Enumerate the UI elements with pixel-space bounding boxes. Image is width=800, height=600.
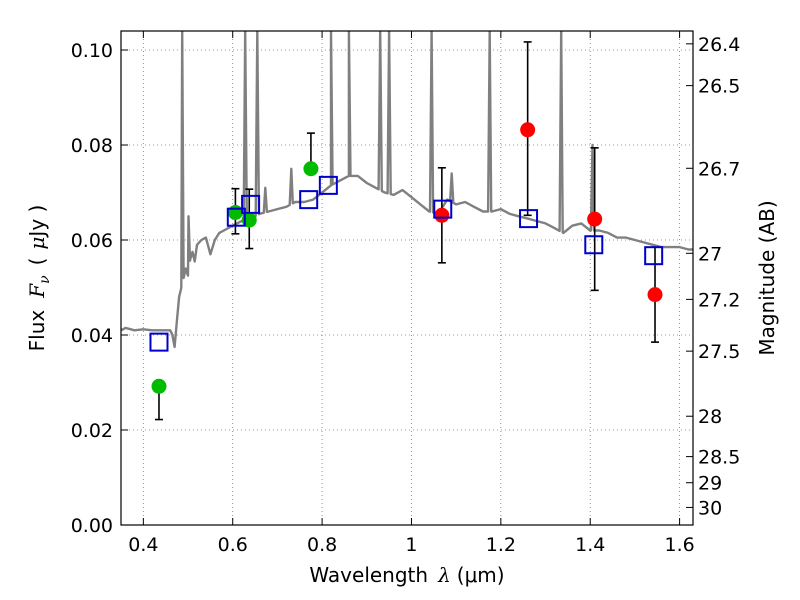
infrared-photometry-point-3 bbox=[647, 287, 663, 303]
y2-tick-label-5: 27.5 bbox=[698, 341, 740, 363]
optical-photometry-point-3 bbox=[303, 161, 319, 177]
x-tick-label-2: 0.8 bbox=[307, 534, 337, 556]
y-tick-label-0: 0.00 bbox=[71, 515, 113, 537]
model-photometry-point-3 bbox=[299, 190, 319, 210]
y2-tick-label-4: 27.2 bbox=[698, 289, 740, 311]
x-tick-label-5: 1.4 bbox=[575, 534, 605, 556]
spectrum-layer bbox=[121, 31, 693, 349]
x-tick-label-4: 1.2 bbox=[486, 534, 516, 556]
infrared-photometry-point-2 bbox=[587, 211, 603, 227]
optical-photometry-point-1 bbox=[227, 204, 243, 220]
marker-layer bbox=[149, 122, 664, 394]
y2-tick-label-7: 28.5 bbox=[698, 447, 740, 469]
model-photometry-point-8 bbox=[644, 246, 664, 266]
model-photometry-point-0 bbox=[149, 332, 169, 352]
x-tick-label-1: 0.6 bbox=[218, 534, 248, 556]
y-tick-label-1: 0.02 bbox=[71, 420, 113, 442]
model-photometry-point-6 bbox=[519, 209, 539, 229]
y2-tick-label-1: 26.5 bbox=[698, 76, 740, 98]
model-photometry-point-5 bbox=[433, 199, 453, 219]
y2-tick-label-6: 28 bbox=[698, 406, 722, 428]
infrared-photometry-point-0 bbox=[434, 207, 450, 223]
y2-tick-label-2: 26.7 bbox=[698, 158, 740, 180]
infrared-photometry-point-1 bbox=[520, 122, 536, 138]
y-axis-title: FluxFν(μJy ) bbox=[25, 205, 53, 352]
y2-tick-label-3: 27 bbox=[698, 243, 722, 265]
spectrum-line bbox=[121, 31, 693, 349]
model-photometry-point-4 bbox=[318, 175, 338, 195]
y2-tick-label-0: 26.4 bbox=[698, 34, 740, 56]
x-tick-label-6: 1.6 bbox=[664, 534, 694, 556]
y-tick-label-4: 0.08 bbox=[71, 135, 113, 157]
tick-marks bbox=[121, 31, 693, 526]
x-axis-title: Wavelength λ (μm) bbox=[309, 563, 504, 587]
x-tick-label-0: 0.4 bbox=[128, 534, 158, 556]
optical-photometry-point-0 bbox=[151, 378, 167, 394]
y2-tick-label-8: 29 bbox=[698, 473, 722, 495]
x-tick-label-3: 1 bbox=[405, 534, 417, 556]
y-tick-label-2: 0.04 bbox=[71, 325, 113, 347]
model-photometry-point-2 bbox=[241, 194, 261, 214]
model-photometry-point-1 bbox=[226, 207, 246, 227]
plot-frame bbox=[120, 30, 694, 526]
y2-axis-title: Magnitude (AB) bbox=[755, 200, 779, 355]
y-tick-label-5: 0.10 bbox=[71, 40, 113, 62]
tick-labels: 0.4 0.6 0.8 1 1.2 1.4 1.6 0.00 0.02 0.04 0.06 0.08 0… bbox=[71, 34, 741, 556]
model-photometry-point-7 bbox=[584, 235, 604, 255]
y-tick-label-3: 0.06 bbox=[71, 230, 113, 252]
y2-tick-label-9: 30 bbox=[698, 497, 722, 519]
